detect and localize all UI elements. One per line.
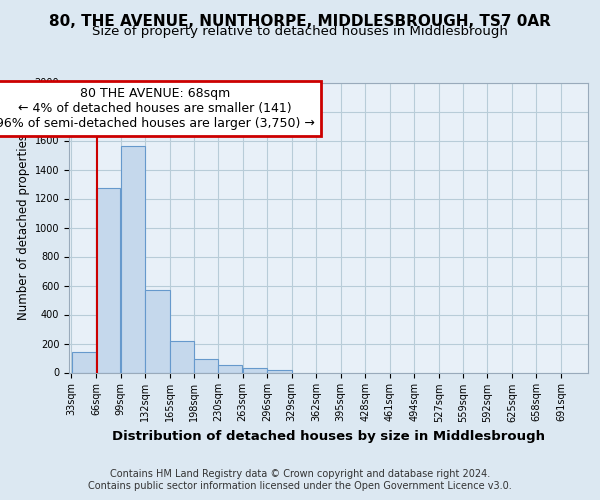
Bar [145, 290, 170, 372]
Bar [218, 365, 242, 372]
Y-axis label: Number of detached properties: Number of detached properties [17, 134, 31, 320]
Bar [96, 188, 121, 372]
Text: Contains public sector information licensed under the Open Government Licence v3: Contains public sector information licen… [88, 481, 512, 491]
Bar [194, 360, 218, 372]
Bar [170, 342, 194, 372]
Text: Size of property relative to detached houses in Middlesbrough: Size of property relative to detached ho… [92, 25, 508, 38]
Bar [71, 352, 96, 372]
Bar [242, 368, 267, 372]
Bar [267, 370, 292, 372]
Bar [121, 146, 145, 372]
Text: Contains HM Land Registry data © Crown copyright and database right 2024.: Contains HM Land Registry data © Crown c… [110, 469, 490, 479]
Text: 80 THE AVENUE: 68sqm
← 4% of detached houses are smaller (141)
96% of semi-detac: 80 THE AVENUE: 68sqm ← 4% of detached ho… [0, 87, 314, 130]
Text: 80, THE AVENUE, NUNTHORPE, MIDDLESBROUGH, TS7 0AR: 80, THE AVENUE, NUNTHORPE, MIDDLESBROUGH… [49, 14, 551, 29]
Text: Distribution of detached houses by size in Middlesbrough: Distribution of detached houses by size … [112, 430, 545, 443]
